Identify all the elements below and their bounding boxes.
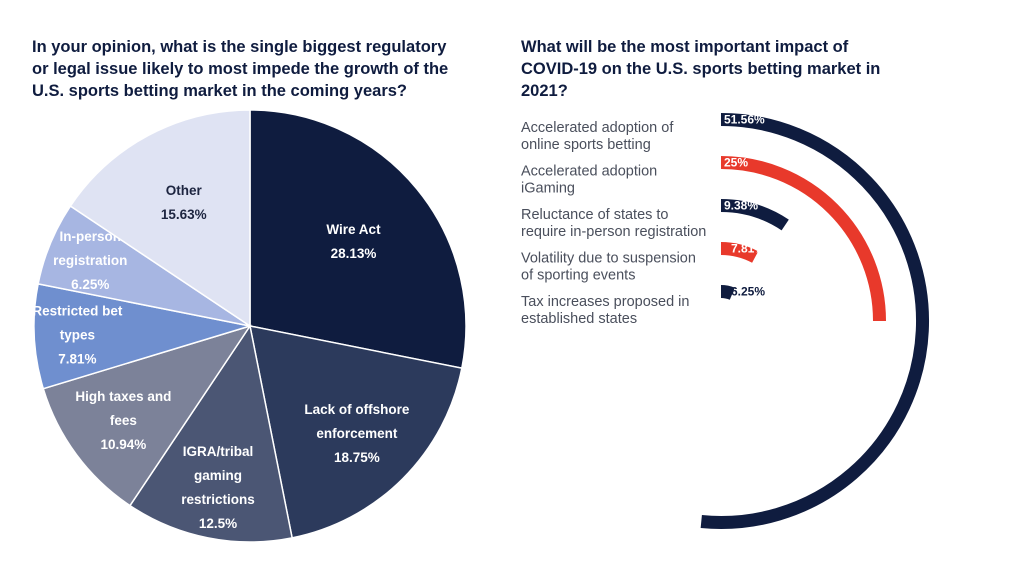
radial-bar-3 (720, 242, 759, 263)
pie-slice-label-1: Lack of offshore enforcement 18.75% (304, 402, 410, 465)
radial-bar-value-3: 7.81% (731, 242, 765, 256)
radial-bar-label-1: Accelerated adoption iGaming (521, 164, 657, 197)
radial-bar-value-1: 25% (724, 156, 748, 170)
pie-slice-label-2: IGRA/tribal gaming restrictions 12.5% (181, 444, 255, 531)
radial-bar-label-4: Tax increases proposed in established sta… (521, 294, 689, 327)
pie-slice-label-5: In-person registration 6.25% (53, 229, 127, 292)
radial-bar-1 (720, 156, 886, 322)
pie-slice-6 (69, 109, 251, 328)
pie-slice-2 (128, 324, 294, 543)
pie-slice-label-3: High taxes and fees 10.94% (75, 389, 171, 452)
radial-bar-value-0: 51.56% (724, 113, 765, 127)
pie-slice-1 (249, 325, 463, 539)
pie-slice-0 (249, 109, 467, 370)
pie-slice-4 (33, 283, 251, 390)
radial-bar-value-4: 6.25% (731, 285, 765, 299)
pie-chart: Wire Act 28.13% Lack of offshore enforcemen… (32, 109, 467, 543)
pie-slice-label-4: Restricted bet types 7.81% (32, 304, 123, 367)
pie-chart-title: In your opinion, what is the single bigg… (32, 38, 449, 100)
radial-bar-label-3: Volatility due to suspension of sporting … (521, 251, 696, 284)
radial-bar-4 (720, 285, 735, 300)
radial-bar-chart: Accelerated adoption of online sports bet… (521, 113, 930, 529)
radial-bar-2 (720, 199, 789, 231)
pie-slice-label-6: Other 15.63% (161, 183, 207, 222)
radial-chart-title: What will be the most important impact o… (521, 38, 881, 100)
radial-bar-0 (700, 113, 930, 529)
pie-slice-3 (42, 324, 252, 507)
radial-bar-label-2: Reluctance of states to require in-person… (521, 207, 706, 240)
pie-slice-label-0: Wire Act 28.13% (326, 222, 381, 261)
radial-bar-value-2: 9.38% (724, 199, 758, 213)
radial-bar-label-0: Accelerated adoption of online sports bet… (521, 120, 674, 153)
